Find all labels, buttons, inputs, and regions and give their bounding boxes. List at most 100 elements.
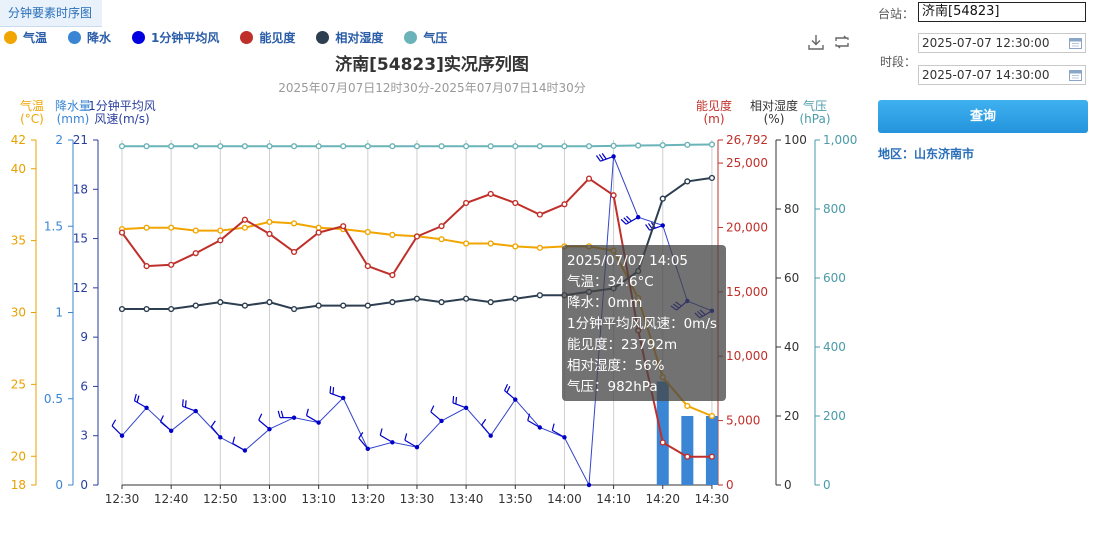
- wind-barb-feather: [358, 432, 364, 439]
- pres-point: [487, 143, 494, 150]
- refresh-icon[interactable]: [833, 33, 851, 51]
- wind-barb-feather: [481, 418, 487, 426]
- vis-point: [389, 272, 396, 279]
- legend-dot-rh: [316, 30, 330, 44]
- legend-item-pres[interactable]: 气压: [404, 29, 447, 46]
- tooltip-time: 2025/07/07 14:05: [567, 253, 689, 269]
- wind-barb-feather: [455, 397, 458, 405]
- wind-barb-feather: [452, 395, 455, 404]
- wind-barb-feather: [184, 400, 187, 408]
- vis-axis-title: 能见度: [696, 98, 732, 113]
- wind-barb-shaft: [258, 419, 270, 430]
- temp-point: [364, 228, 371, 236]
- wind-barb-feather: [305, 408, 309, 416]
- pres-tick-label: 800: [823, 202, 846, 216]
- period-label: 时段：: [880, 55, 917, 69]
- temp-point: [438, 236, 445, 243]
- end-time-input[interactable]: 2025-07-07 14:30:00: [918, 65, 1086, 85]
- wind-tick-label: 12: [73, 281, 88, 295]
- query-button[interactable]: 查询: [878, 100, 1088, 133]
- pres-point: [438, 143, 445, 150]
- vis-point: [438, 223, 445, 230]
- wind-barb-feather: [506, 385, 511, 393]
- pres-point: [315, 143, 322, 150]
- vis-point: [561, 201, 568, 208]
- wind-tick-label: 6: [80, 379, 88, 393]
- vis-point: [364, 262, 371, 270]
- chart-legend: 气温 降水 1分钟平均风 能见度 相对湿度 气压: [4, 29, 468, 45]
- temp-axis-title: 气温: [20, 98, 44, 113]
- wind-barb-shaft: [134, 400, 147, 409]
- wind-barb-feather: [551, 423, 555, 431]
- legend-item-temp[interactable]: 气温: [4, 29, 47, 46]
- legend-dot-temp: [4, 30, 17, 44]
- wind-barb-feather: [332, 387, 335, 395]
- wind-barb-shaft: [160, 421, 172, 432]
- precip-bar: [681, 416, 694, 485]
- vis-point: [512, 199, 519, 207]
- temp-point: [708, 412, 716, 420]
- vis-point: [217, 237, 224, 244]
- rh-tick-label: 80: [784, 202, 799, 216]
- wind-barb-feather: [404, 433, 408, 441]
- temp-tick-label: 42: [11, 133, 26, 147]
- legend-item-wind[interactable]: 1分钟平均风: [132, 29, 219, 46]
- pres-tick-label: 200: [823, 409, 846, 423]
- wind-barb-shaft: [600, 155, 614, 162]
- x-tick-label: 13:20: [351, 492, 386, 506]
- wind-barb-shaft: [430, 411, 442, 422]
- station-input[interactable]: 济南[54823]: [918, 2, 1086, 22]
- pres-point: [192, 143, 199, 150]
- start-time-input[interactable]: 2025-07-07 12:30:00: [918, 33, 1086, 53]
- x-tick-label: 13:50: [498, 492, 533, 506]
- pres-point: [290, 143, 298, 150]
- temp-tick-label: 20: [11, 449, 26, 463]
- rh-point: [217, 299, 224, 306]
- wind-barb-feather: [430, 405, 435, 413]
- rh-tick-label: 40: [784, 340, 799, 354]
- precip-axis-unit: (mm): [57, 112, 90, 126]
- download-icon[interactable]: [807, 33, 825, 51]
- vis-point: [118, 229, 126, 236]
- wind-barb-feather: [620, 218, 627, 225]
- x-tick-label: 14:20: [645, 492, 680, 506]
- wind-barb-feather: [159, 415, 164, 423]
- vis-point: [536, 211, 543, 218]
- temp-tick-label: 25: [11, 377, 26, 391]
- chart-tab[interactable]: 分钟要素时序图: [0, 0, 103, 27]
- wind-tick-label: 0: [80, 478, 88, 492]
- wind-barb-shaft: [329, 392, 344, 399]
- wind-barb-shaft: [358, 437, 369, 450]
- legend-item-rh[interactable]: 相对湿度: [316, 29, 383, 46]
- pres-point: [585, 143, 593, 150]
- x-tick-label: 12:50: [203, 492, 238, 506]
- legend-item-precip[interactable]: 降水: [68, 29, 111, 46]
- wind-barb-shaft: [379, 434, 393, 443]
- rh-axis-unit: (%): [764, 112, 785, 126]
- calendar-icon[interactable]: [1069, 69, 1082, 81]
- rh-point: [487, 299, 494, 306]
- wind-point: [586, 482, 592, 488]
- wind-tick-label: 9: [80, 330, 88, 344]
- vis-point: [463, 199, 470, 207]
- pres-tick-label: 600: [823, 271, 846, 285]
- rh-point: [708, 174, 716, 182]
- wind-barb-shaft: [625, 216, 639, 225]
- precip-tick-label: 0: [55, 478, 63, 492]
- rh-point: [118, 305, 126, 313]
- temp-point: [315, 224, 322, 231]
- pres-point: [635, 142, 642, 149]
- calendar-icon[interactable]: [1069, 37, 1082, 49]
- x-tick-label: 12:30: [105, 492, 140, 506]
- wind-axis-title: 1分钟平均风: [88, 98, 156, 113]
- legend-item-vis[interactable]: 能见度: [240, 29, 295, 46]
- wind-barb-feather: [258, 413, 263, 421]
- x-tick-label: 13:10: [301, 492, 336, 506]
- legend-label: 气温: [23, 30, 48, 45]
- x-tick-label: 12:40: [154, 492, 189, 506]
- pres-point: [659, 142, 666, 149]
- pres-point: [389, 143, 396, 150]
- start-time-value: 2025-07-07 12:30:00: [922, 36, 1050, 50]
- temp-tick-label: 18: [11, 478, 26, 492]
- vis-point: [266, 230, 273, 237]
